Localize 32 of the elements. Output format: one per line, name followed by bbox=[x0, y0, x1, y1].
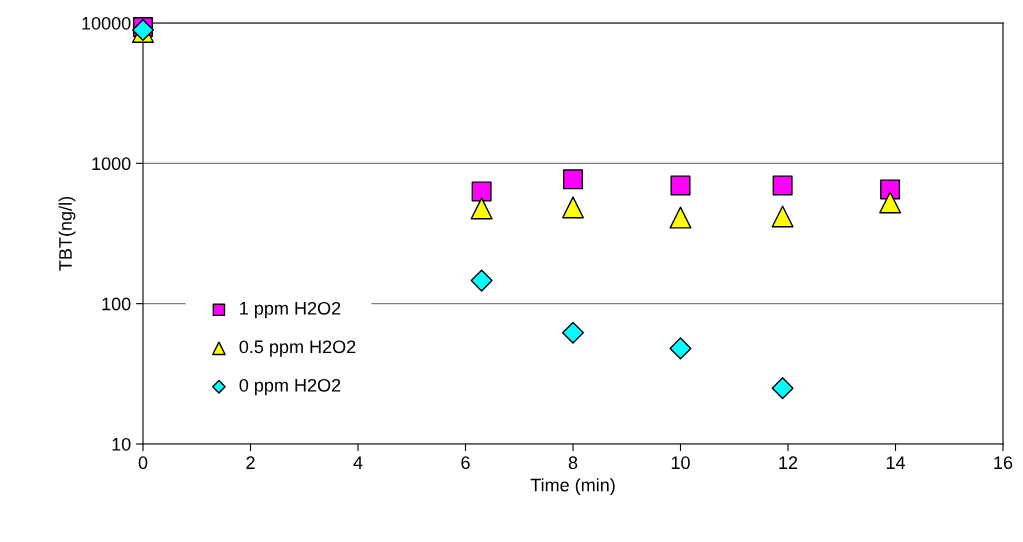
y-tick-label: 10000 bbox=[82, 16, 131, 30]
y-tick-label: 10 bbox=[112, 437, 131, 451]
point bbox=[471, 181, 492, 202]
legend-label: 1 ppm H2O2 bbox=[240, 301, 341, 319]
point bbox=[670, 175, 691, 196]
x-tick-label: 8 bbox=[568, 456, 578, 470]
point bbox=[562, 196, 584, 219]
point bbox=[771, 205, 794, 228]
x-tick-label: 2 bbox=[246, 456, 255, 469]
point bbox=[562, 169, 584, 190]
x-axis-title: Time (min) bbox=[530, 478, 615, 496]
point bbox=[669, 206, 692, 229]
y-tick-label: 100 bbox=[102, 297, 131, 311]
point bbox=[771, 377, 794, 400]
point bbox=[470, 197, 493, 220]
point bbox=[470, 269, 493, 292]
x-tick-label: 4 bbox=[353, 456, 363, 469]
point bbox=[669, 337, 692, 360]
legend-label: 0.5 ppm H2O2 bbox=[239, 340, 356, 357]
legend-label: 0 ppm H2O2 bbox=[239, 378, 341, 396]
y-tick-label: 1000 bbox=[92, 157, 131, 171]
point bbox=[772, 175, 793, 196]
x-tick-label: 14 bbox=[886, 456, 906, 469]
x-tick-label: 12 bbox=[779, 456, 798, 469]
y-axis-title: TBT(ng/l) bbox=[58, 197, 76, 271]
point bbox=[562, 321, 584, 344]
point bbox=[880, 179, 901, 200]
x-tick-label: 6 bbox=[461, 456, 470, 470]
x-tick-label: 0 bbox=[138, 456, 148, 470]
point bbox=[879, 191, 902, 214]
x-tick-label: 10 bbox=[671, 456, 690, 470]
x-tick-label: 16 bbox=[994, 456, 1013, 470]
